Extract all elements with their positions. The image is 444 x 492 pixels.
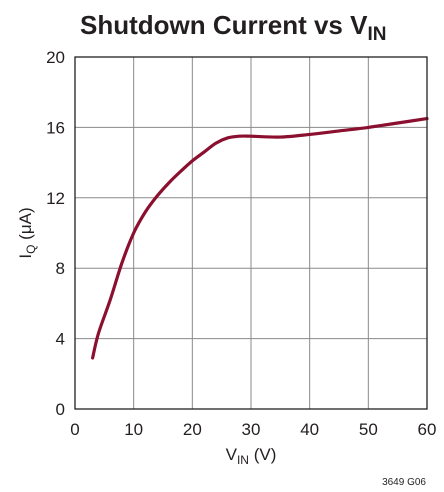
chart-title-main: Shutdown Current vs V bbox=[80, 10, 368, 40]
x-tick-label: 0 bbox=[70, 420, 79, 439]
x-axis-label-unit: (V) bbox=[249, 445, 276, 464]
y-tick-label: 12 bbox=[46, 189, 65, 208]
x-tick-label: 60 bbox=[418, 420, 437, 439]
x-tick-label: 10 bbox=[124, 420, 143, 439]
x-axis-label-main: V bbox=[226, 445, 238, 464]
y-tick-label: 8 bbox=[56, 259, 65, 278]
y-tick-label: 16 bbox=[46, 118, 65, 137]
x-axis-label: VIN (V) bbox=[226, 445, 277, 467]
x-tick-label: 50 bbox=[359, 420, 378, 439]
chart-title-sub: IN bbox=[367, 24, 386, 45]
x-axis-label-sub: IN bbox=[237, 453, 249, 467]
grid bbox=[75, 57, 427, 409]
x-tick-label: 30 bbox=[242, 420, 261, 439]
y-tick-label: 4 bbox=[56, 330, 65, 349]
figure-id: 3649 G06 bbox=[382, 477, 426, 488]
y-axis-label-main: I bbox=[16, 254, 35, 259]
x-tick-label: 40 bbox=[300, 420, 319, 439]
chart-title: Shutdown Current vs VIN bbox=[80, 10, 386, 45]
y-axis-label: IQ (μA) bbox=[16, 207, 38, 258]
y-axis-label-unit: (μA) bbox=[16, 207, 35, 244]
y-axis-label-sub: Q bbox=[24, 245, 38, 254]
x-tick-label: 20 bbox=[183, 420, 202, 439]
y-tick-label: 0 bbox=[56, 400, 65, 419]
series-line bbox=[91, 117, 429, 360]
series-layer bbox=[91, 117, 429, 360]
plot-frame bbox=[74, 56, 428, 410]
tick-labels: 0 10 20 30 40 50 60 0 4 8 12 16 20 bbox=[46, 48, 436, 439]
y-tick-label: 20 bbox=[46, 48, 65, 67]
